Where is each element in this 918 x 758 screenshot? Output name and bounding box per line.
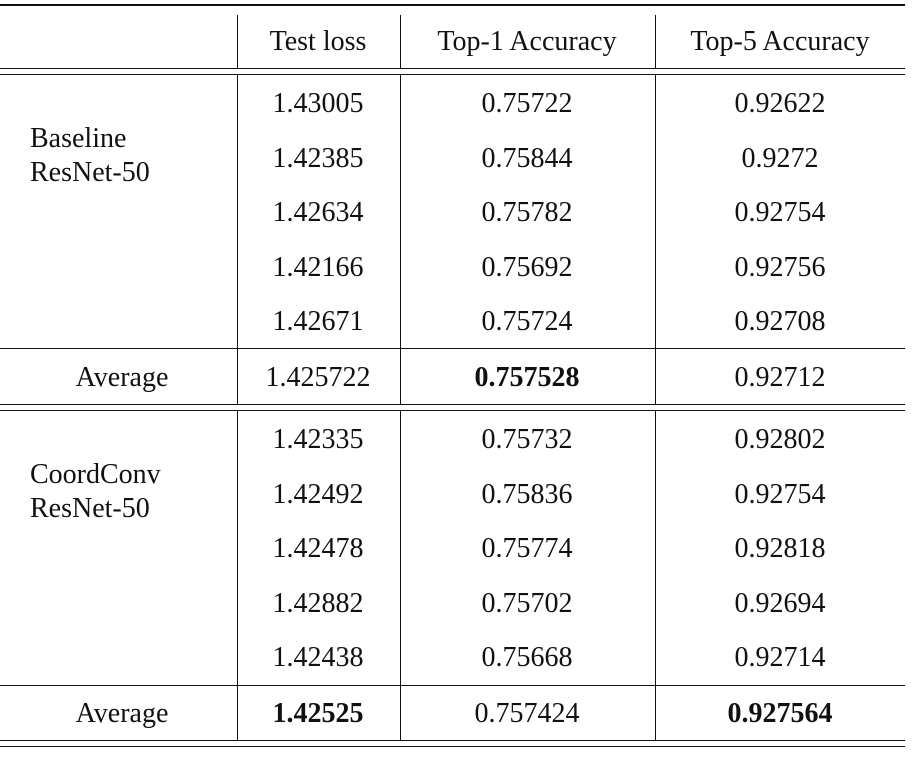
value-cell: 0.92694 — [734, 587, 826, 619]
average-label: Average — [75, 362, 169, 393]
horizontal-rule — [0, 404, 905, 405]
value-cell: 1.42478 — [272, 533, 364, 564]
value-cell: 1.42634 — [272, 197, 364, 228]
vertical-rule — [655, 74, 656, 404]
value-cell: 1.42438 — [272, 642, 364, 673]
value-cell: 0.92714 — [734, 642, 826, 673]
value-cell: 1.42385 — [272, 142, 364, 174]
vertical-rule — [400, 15, 401, 68]
vertical-rule — [400, 74, 401, 404]
average-cell: 1.42525 — [272, 698, 364, 729]
horizontal-rule — [0, 746, 905, 747]
value-cell: 1.43005 — [272, 88, 364, 119]
value-cell: 0.92818 — [734, 533, 826, 564]
horizontal-rule — [0, 74, 905, 75]
vertical-rule — [237, 74, 238, 404]
value-cell: 1.42166 — [272, 251, 364, 283]
value-cell: 1.42882 — [272, 587, 364, 619]
value-cell: 0.9272 — [741, 142, 819, 174]
horizontal-rule — [0, 348, 905, 349]
vertical-rule — [237, 15, 238, 68]
value-cell: 1.42671 — [272, 306, 364, 337]
value-cell: 0.75782 — [481, 197, 573, 228]
value-cell: 1.42492 — [272, 478, 364, 510]
value-cell: 0.75724 — [481, 306, 573, 337]
group-label: Baseline ResNet-50 — [30, 123, 150, 188]
vertical-rule — [237, 410, 238, 740]
column-header: Top-5 Accuracy — [690, 26, 870, 57]
value-cell: 1.42335 — [272, 424, 364, 455]
value-cell: 0.75844 — [481, 142, 573, 174]
average-cell: 0.927564 — [727, 698, 833, 729]
value-cell: 0.75836 — [481, 478, 573, 510]
value-cell: 0.92756 — [734, 251, 826, 283]
value-cell: 0.75692 — [481, 251, 573, 283]
group-label: CoordConv ResNet-50 — [30, 459, 161, 524]
value-cell: 0.92754 — [734, 197, 826, 228]
value-cell: 0.75722 — [481, 88, 573, 119]
value-cell: 0.92802 — [734, 424, 826, 455]
value-cell: 0.75668 — [481, 642, 573, 673]
horizontal-rule — [0, 685, 905, 686]
average-label: Average — [75, 698, 169, 729]
column-header: Top-1 Accuracy — [437, 26, 617, 57]
value-cell: 0.92708 — [734, 306, 826, 337]
value-cell: 0.75732 — [481, 424, 573, 455]
value-cell: 0.92622 — [734, 88, 826, 119]
horizontal-rule — [0, 410, 905, 411]
horizontal-rule — [0, 68, 905, 69]
average-cell: 1.425722 — [265, 362, 371, 393]
average-cell: 0.92712 — [734, 362, 826, 393]
value-cell: 0.75702 — [481, 587, 573, 619]
horizontal-rule — [0, 740, 905, 741]
horizontal-rule — [0, 4, 905, 6]
vertical-rule — [655, 15, 656, 68]
vertical-rule — [655, 410, 656, 740]
average-cell: 0.757424 — [474, 698, 580, 729]
value-cell: 0.92754 — [734, 478, 826, 510]
vertical-rule — [400, 410, 401, 740]
column-header: Test loss — [269, 26, 367, 57]
value-cell: 0.75774 — [481, 533, 573, 564]
average-cell: 0.757528 — [474, 362, 580, 393]
